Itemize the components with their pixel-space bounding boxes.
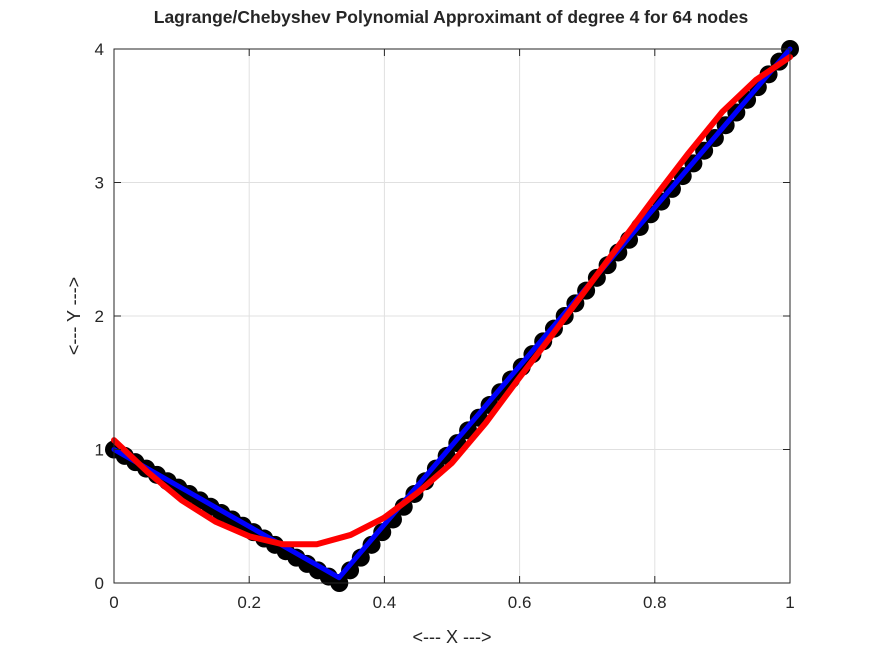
y-tick-label: 3 <box>95 174 104 193</box>
axes: 0 0.2 0.4 0.6 0.8 1 0 1 2 3 4 <box>95 40 795 612</box>
node-marker <box>341 561 360 580</box>
y-tick-label: 2 <box>95 307 104 326</box>
x-tick-label: 0.8 <box>643 593 667 612</box>
node-marker <box>373 523 392 542</box>
x-tick-label: 0 <box>109 593 118 612</box>
chart-title: Lagrange/Chebyshev Polynomial Approximan… <box>154 7 749 27</box>
axes-box <box>113 48 791 584</box>
approximant-line <box>111 54 793 548</box>
node-marker <box>362 535 381 554</box>
y-tick-label: 4 <box>95 40 104 59</box>
x-axis-label: <--- X ---> <box>413 627 492 647</box>
x-tick-label: 0.6 <box>508 593 532 612</box>
x-tick-label: 1 <box>785 593 794 612</box>
y-axis-label: <--- Y ---> <box>64 277 84 355</box>
x-tick-label: 0.2 <box>237 593 261 612</box>
function-line <box>111 46 793 581</box>
node-marker <box>351 548 370 567</box>
y-tick-label: 0 <box>95 574 104 593</box>
x-tick-label: 0.4 <box>373 593 397 612</box>
y-tick-label: 1 <box>95 441 104 460</box>
